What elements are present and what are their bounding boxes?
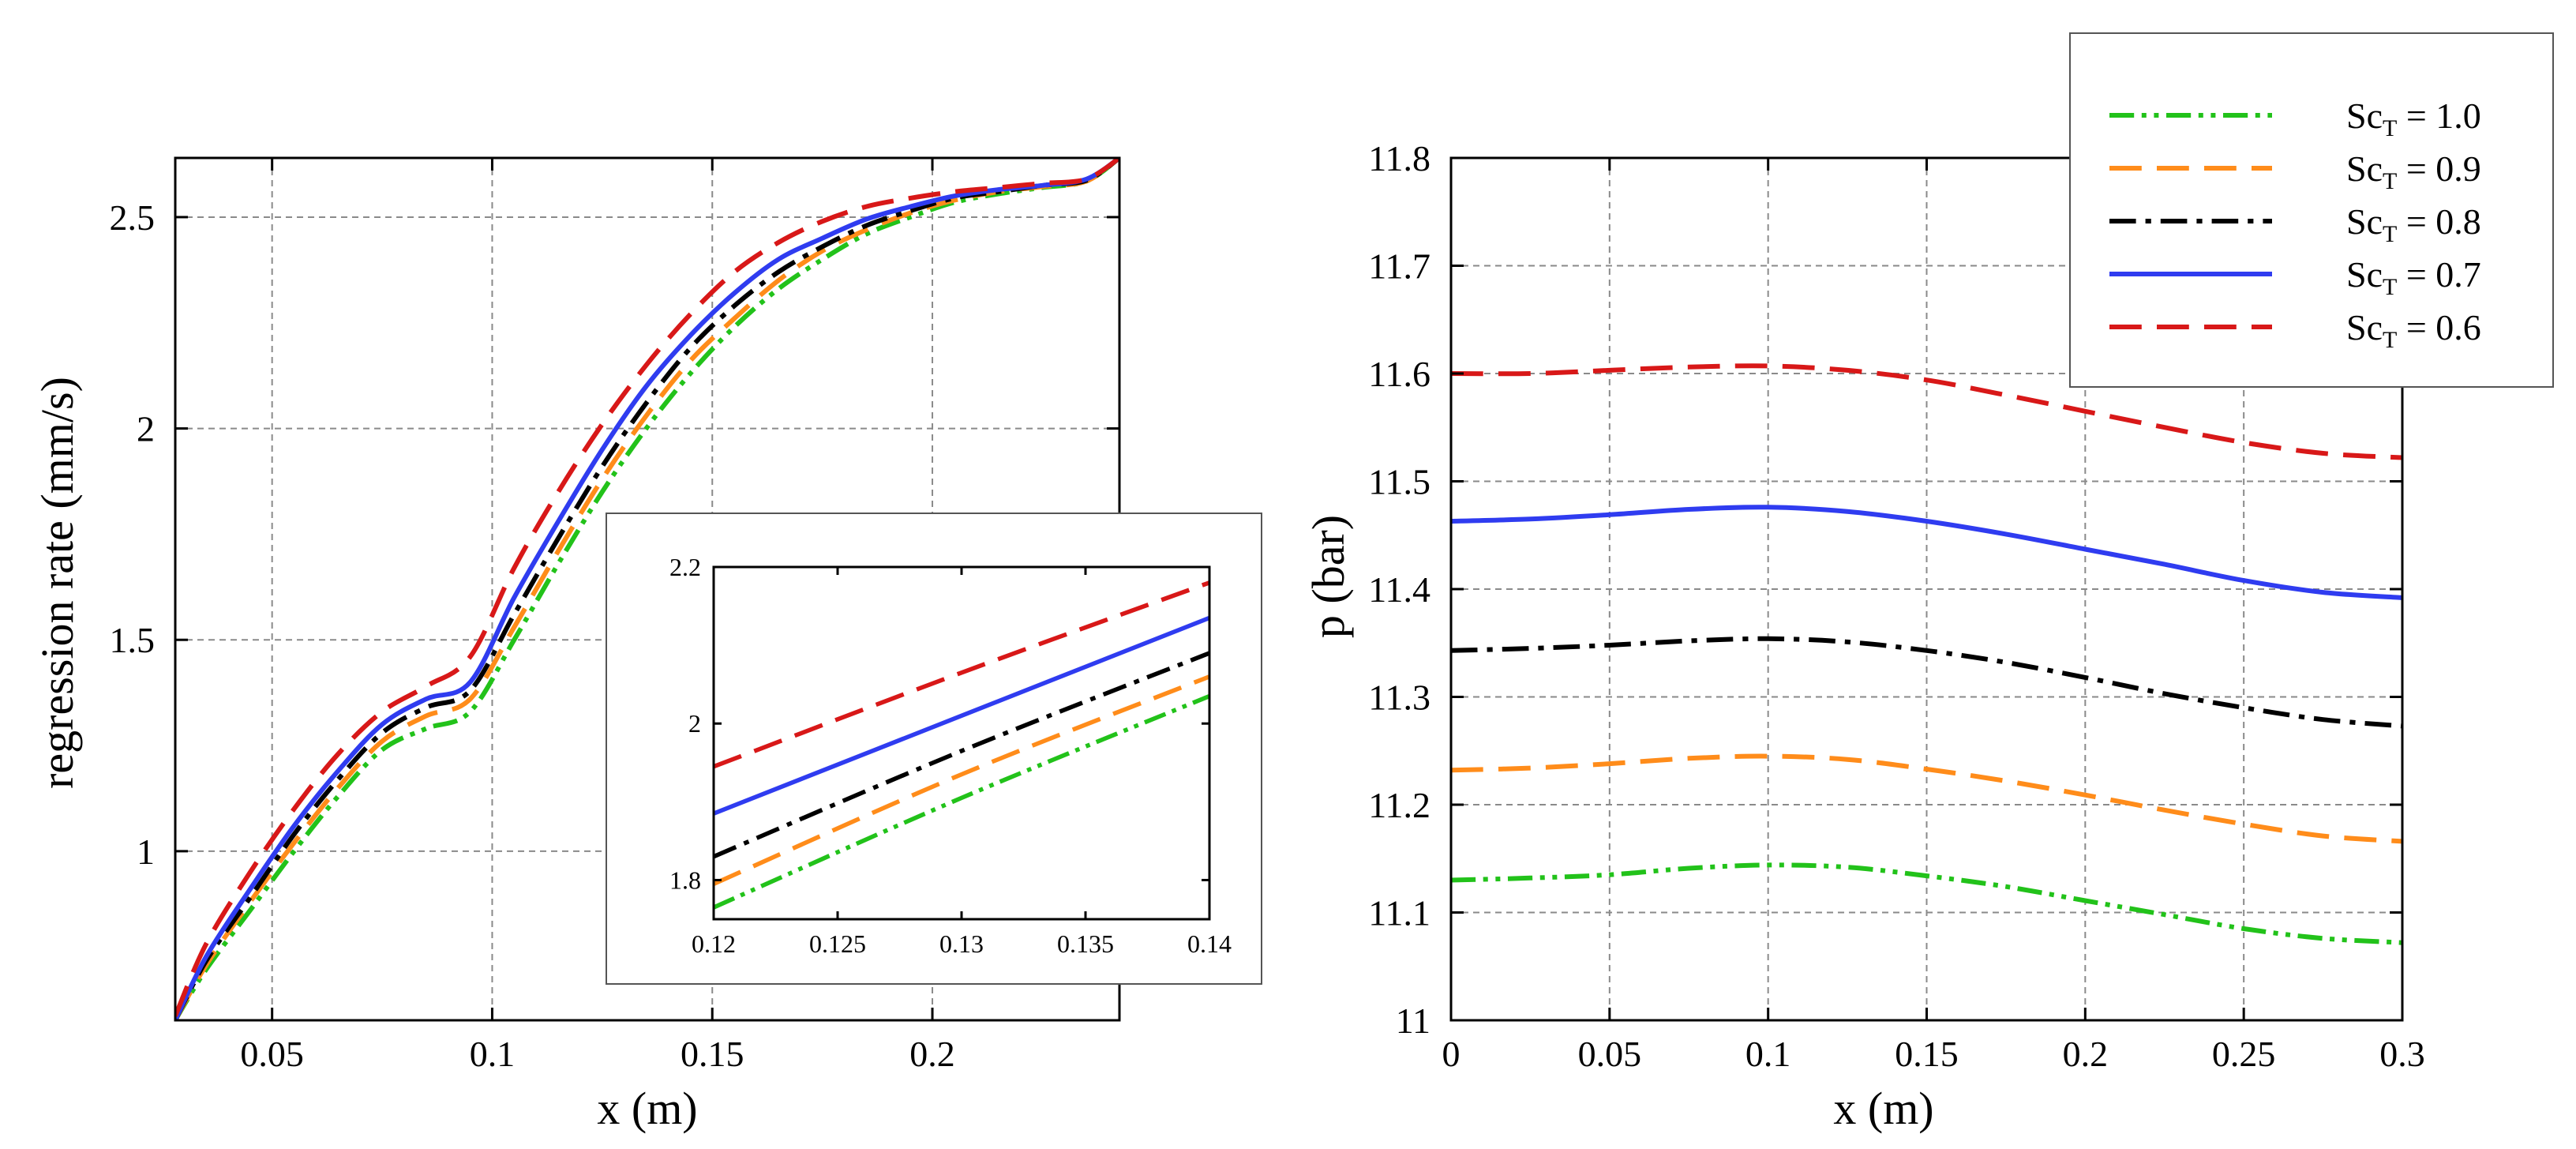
regression-series-line-1 bbox=[175, 158, 1119, 1020]
inset-xtick-label-0: 0.12 bbox=[692, 929, 736, 958]
inset-xtick-label-2: 0.13 bbox=[939, 929, 984, 958]
pressure-xtick-label-0: 0 bbox=[1442, 1034, 1460, 1074]
pressure-ytick-label-4: 11.4 bbox=[1368, 569, 1430, 610]
inset-series-line-2 bbox=[714, 651, 1209, 859]
pressure-xtick-label-2: 0.1 bbox=[1745, 1034, 1791, 1074]
legend-label-base: Sc bbox=[2346, 201, 2383, 242]
pressure-ylabel: p (bar) bbox=[1303, 515, 1354, 638]
pressure-series-line-0 bbox=[1451, 862, 2402, 945]
legend-label-value: = 1.0 bbox=[2397, 96, 2480, 136]
inset-ytick-label-0: 1.8 bbox=[669, 866, 701, 894]
inset-ticks: 0.12 0.125 0.13 0.135 0.14 1.8 2 2.2 bbox=[669, 553, 1232, 958]
regression-series bbox=[175, 158, 1119, 1020]
pressure-ytick-label-6: 11.6 bbox=[1368, 354, 1430, 394]
pressure-xtick-label-3: 0.15 bbox=[1895, 1034, 1959, 1074]
regression-xtick-label-3: 0.2 bbox=[909, 1034, 955, 1074]
inset-ytick-label-2: 2.2 bbox=[669, 553, 701, 581]
pressure-ticks: 0 0.05 0.1 0.15 0.2 0.25 0.3 11 11.1 11.2 11.3 11.4… bbox=[1368, 138, 2425, 1074]
legend-label-3: ScT = 0.7 bbox=[2346, 254, 2481, 300]
pressure-series-line-3 bbox=[1451, 505, 2402, 600]
pressure-ytick-label-2: 11.2 bbox=[1368, 785, 1430, 825]
pressure-series bbox=[1451, 363, 2402, 945]
inset-xtick-label-4: 0.14 bbox=[1187, 929, 1232, 958]
regression-ylabel: regression rate (mm/s) bbox=[32, 377, 83, 789]
inset-xtick-label-1: 0.125 bbox=[809, 929, 866, 958]
legend-label-base: Sc bbox=[2346, 148, 2383, 189]
legend-label-sub: T bbox=[2383, 327, 2397, 353]
legend-box bbox=[2069, 32, 2554, 388]
inset-series bbox=[714, 580, 1209, 910]
inset-ytick-label-1: 2 bbox=[688, 709, 701, 738]
legend-label-sub: T bbox=[2383, 168, 2397, 194]
inset-background bbox=[606, 513, 1262, 985]
regression-series-line-2 bbox=[175, 158, 1119, 1020]
pressure-series-line-1 bbox=[1451, 753, 2402, 844]
legend-label-value: = 0.6 bbox=[2397, 307, 2480, 347]
inset-xtick-label-3: 0.135 bbox=[1057, 929, 1114, 958]
legend-label-4: ScT = 0.6 bbox=[2346, 307, 2481, 353]
legend-label-1: ScT = 0.9 bbox=[2346, 148, 2481, 194]
legend-label-sub: T bbox=[2383, 274, 2397, 300]
pressure-xtick-label-1: 0.05 bbox=[1578, 1034, 1642, 1074]
legend-label-value: = 0.8 bbox=[2397, 201, 2480, 242]
regression-ytick-label-2: 2 bbox=[137, 409, 155, 449]
inset-chart: 0.12 0.125 0.13 0.135 0.14 1.8 2 2.2 bbox=[606, 513, 1262, 985]
pressure-ytick-label-1: 11.1 bbox=[1368, 893, 1430, 933]
pressure-ytick-label-5: 11.5 bbox=[1368, 462, 1430, 502]
pressure-xtick-label-4: 0.2 bbox=[2063, 1034, 2109, 1074]
pressure-series-line-2 bbox=[1451, 636, 2402, 729]
regression-series-line-4 bbox=[175, 158, 1119, 1017]
legend-label-value: = 0.9 bbox=[2397, 148, 2480, 189]
regression-xtick-label-2: 0.15 bbox=[681, 1034, 744, 1074]
legend-label-base: Sc bbox=[2346, 307, 2383, 347]
pressure-chart: 0 0.05 0.1 0.15 0.2 0.25 0.3 11 11.1 11.2 11.3 11.4… bbox=[1303, 138, 2425, 1134]
legend-label-base: Sc bbox=[2346, 254, 2383, 295]
legend-label-sub: T bbox=[2383, 221, 2397, 247]
inset-series-line-1 bbox=[714, 674, 1209, 886]
regression-ytick-label-3: 2.5 bbox=[110, 197, 156, 238]
pressure-xlabel: x (m) bbox=[1833, 1083, 1933, 1134]
inset-series-line-0 bbox=[714, 693, 1209, 910]
pressure-ytick-label-7: 11.7 bbox=[1368, 246, 1430, 287]
pressure-xtick-label-5: 0.25 bbox=[2212, 1034, 2276, 1074]
regression-ytick-label-0: 1 bbox=[137, 832, 155, 872]
regression-ytick-label-1: 1.5 bbox=[110, 620, 156, 660]
legend-label-sub: T bbox=[2383, 115, 2397, 141]
legend-label-2: ScT = 0.8 bbox=[2346, 201, 2481, 247]
legend-label-0: ScT = 1.0 bbox=[2346, 96, 2481, 141]
regression-xtick-label-0: 0.05 bbox=[240, 1034, 304, 1074]
pressure-xtick-label-6: 0.3 bbox=[2379, 1034, 2425, 1074]
regression-ticks: 0.05 0.1 0.15 0.2 1 1.5 2 2.5 bbox=[110, 158, 1119, 1074]
pressure-series-line-4 bbox=[1451, 363, 2402, 460]
inset-series-line-4 bbox=[714, 580, 1209, 769]
inset-series-line-3 bbox=[714, 615, 1209, 816]
regression-xtick-label-1: 0.1 bbox=[470, 1034, 516, 1074]
regression-series-line-3 bbox=[175, 158, 1119, 1020]
pressure-ytick-label-8: 11.8 bbox=[1368, 138, 1430, 178]
regression-xlabel: x (m) bbox=[597, 1083, 697, 1134]
legend-label-base: Sc bbox=[2346, 96, 2383, 136]
legend-label-value: = 0.7 bbox=[2397, 254, 2480, 295]
pressure-ytick-label-3: 11.3 bbox=[1368, 678, 1430, 718]
pressure-ytick-label-0: 11 bbox=[1396, 1001, 1430, 1041]
